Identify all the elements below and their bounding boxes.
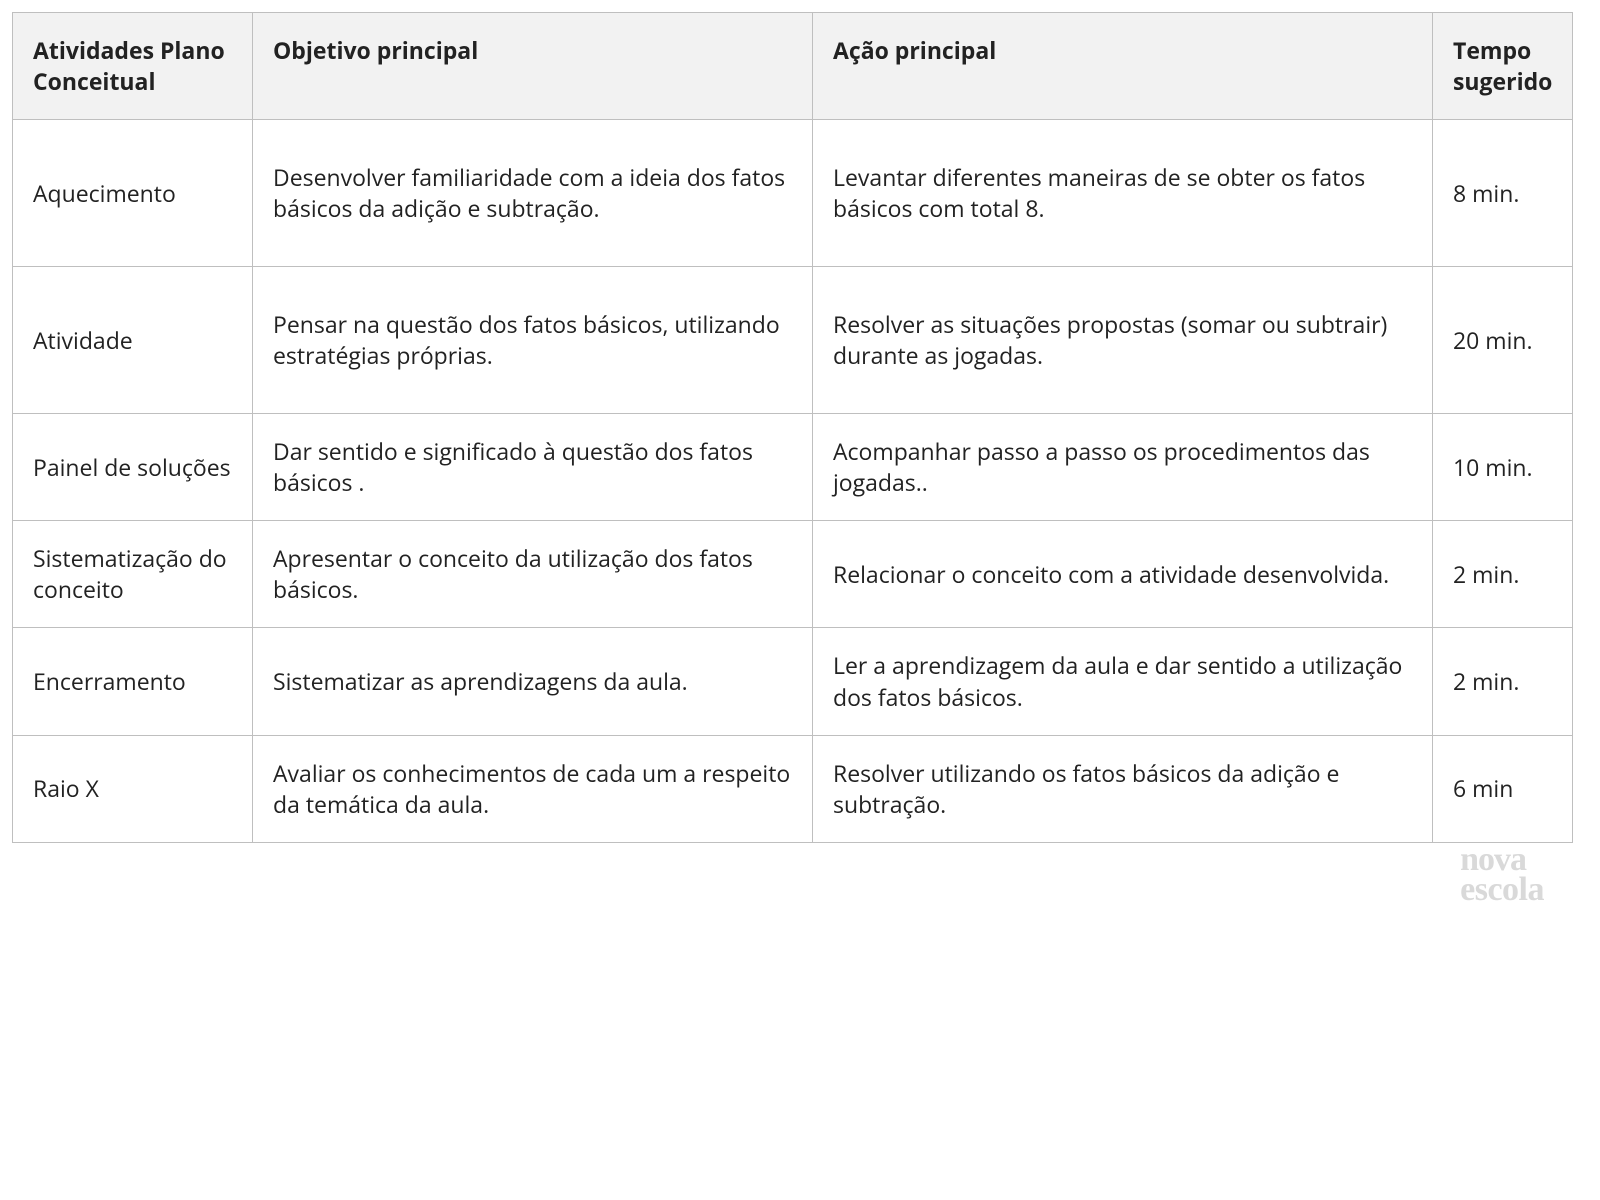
table-row: AquecimentoDesenvolver familiaridade com… xyxy=(13,120,1573,267)
cell-tempo: 2 min. xyxy=(1433,628,1573,735)
cell-tempo: 2 min. xyxy=(1433,521,1573,628)
table-row: Raio XAvaliar os conhecimentos de cada u… xyxy=(13,735,1573,842)
cell-objetivo: Avaliar os conhecimentos de cada um a re… xyxy=(253,735,813,842)
cell-acao: Relacionar o conceito com a atividade de… xyxy=(813,521,1433,628)
cell-atividade: Raio X xyxy=(13,735,253,842)
col-header-atividades: Atividades Plano Conceitual xyxy=(13,13,253,120)
table-row: Sistematização do conceitoApresentar o c… xyxy=(13,521,1573,628)
table-row: AtividadePensar na questão dos fatos bás… xyxy=(13,267,1573,414)
cell-tempo: 6 min xyxy=(1433,735,1573,842)
cell-acao: Levantar diferentes maneiras de se obter… xyxy=(813,120,1433,267)
cell-objetivo: Dar sentido e significado à questão dos … xyxy=(253,414,813,521)
cell-tempo: 20 min. xyxy=(1433,267,1573,414)
logo-container: nova escola xyxy=(12,845,1572,906)
cell-objetivo: Desenvolver familiaridade com a ideia do… xyxy=(253,120,813,267)
cell-objetivo: Apresentar o conceito da utilização dos … xyxy=(253,521,813,628)
cell-acao: Resolver as situações propostas (somar o… xyxy=(813,267,1433,414)
lesson-plan-table: Atividades Plano Conceitual Objetivo pri… xyxy=(12,12,1573,843)
cell-tempo: 10 min. xyxy=(1433,414,1573,521)
cell-atividade: Painel de soluções xyxy=(13,414,253,521)
col-header-objetivo: Objetivo principal xyxy=(253,13,813,120)
logo-line-2: escola xyxy=(1460,875,1544,906)
cell-tempo: 8 min. xyxy=(1433,120,1573,267)
col-header-acao: Ação principal xyxy=(813,13,1433,120)
cell-atividade: Aquecimento xyxy=(13,120,253,267)
cell-atividade: Encerramento xyxy=(13,628,253,735)
cell-objetivo: Pensar na questão dos fatos básicos, uti… xyxy=(253,267,813,414)
nova-escola-logo: nova escola xyxy=(1460,845,1544,906)
cell-acao: Resolver utilizando os fatos básicos da … xyxy=(813,735,1433,842)
col-header-tempo: Tempo sugerido xyxy=(1433,13,1573,120)
cell-atividade: Sistematização do conceito xyxy=(13,521,253,628)
cell-objetivo: Sistematizar as aprendizagens da aula. xyxy=(253,628,813,735)
cell-atividade: Atividade xyxy=(13,267,253,414)
table-row: Painel de soluçõesDar sentido e signific… xyxy=(13,414,1573,521)
table-row: EncerramentoSistematizar as aprendizagen… xyxy=(13,628,1573,735)
cell-acao: Ler a aprendizagem da aula e dar sentido… xyxy=(813,628,1433,735)
table-header-row: Atividades Plano Conceitual Objetivo pri… xyxy=(13,13,1573,120)
cell-acao: Acompanhar passo a passo os procedimento… xyxy=(813,414,1433,521)
table-body: AquecimentoDesenvolver familiaridade com… xyxy=(13,120,1573,843)
